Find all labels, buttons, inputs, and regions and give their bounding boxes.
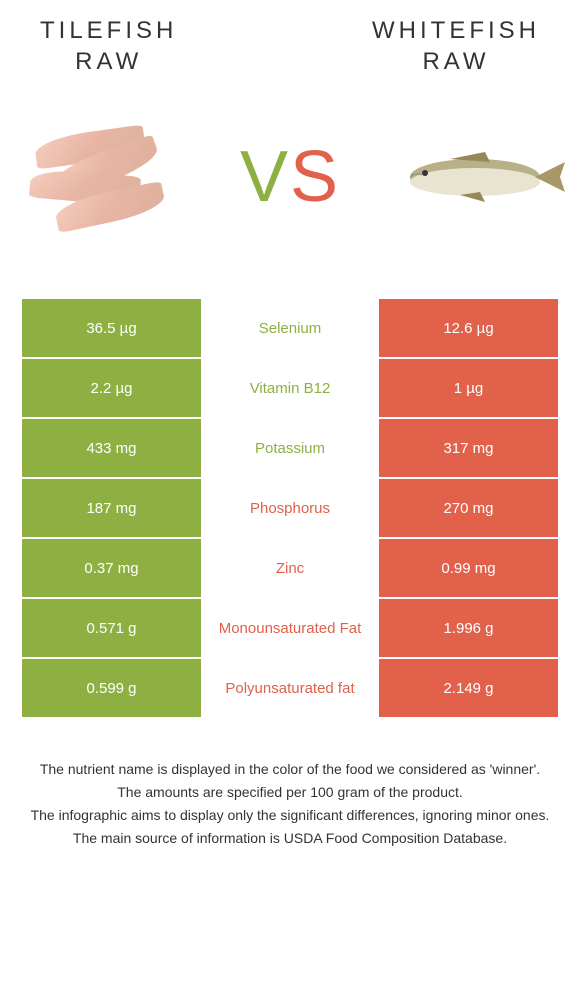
nutrient-table: 36.5 µgSelenium12.6 µg2.2 µgVitamin B121… (22, 297, 558, 719)
table-row: 0.571 gMonounsaturated Fat1.996 g (22, 597, 558, 657)
left-value: 433 mg (22, 419, 201, 477)
footer-line1: The nutrient name is displayed in the co… (20, 759, 560, 780)
table-row: 36.5 µgSelenium12.6 µg (22, 297, 558, 357)
footer-line3: The infographic aims to display only the… (20, 805, 560, 826)
left-value: 0.571 g (22, 599, 201, 657)
left-value: 36.5 µg (22, 299, 201, 357)
right-value: 270 mg (379, 479, 558, 537)
right-value: 2.149 g (379, 659, 558, 717)
vs-row: VS (0, 77, 580, 297)
footer-notes: The nutrient name is displayed in the co… (0, 719, 580, 849)
right-value: 1.996 g (379, 599, 558, 657)
table-row: 0.37 mgZinc0.99 mg (22, 537, 558, 597)
table-row: 2.2 µgVitamin B121 µg (22, 357, 558, 417)
left-title: TILEFISH RAW (40, 15, 177, 77)
vs-v: V (240, 137, 290, 217)
right-title-line2: RAW (372, 46, 540, 77)
footer-line2: The amounts are specified per 100 gram o… (20, 782, 560, 803)
right-title: WHITEFISH RAW (372, 15, 540, 77)
table-row: 187 mgPhosphorus270 mg (22, 477, 558, 537)
left-value: 187 mg (22, 479, 201, 537)
left-value: 2.2 µg (22, 359, 201, 417)
right-value: 0.99 mg (379, 539, 558, 597)
nutrient-label: Monounsaturated Fat (201, 599, 379, 657)
left-value: 0.37 mg (22, 539, 201, 597)
nutrient-label: Zinc (201, 539, 379, 597)
tilefish-image (10, 117, 190, 237)
whitefish-image (390, 117, 570, 237)
nutrient-label: Vitamin B12 (201, 359, 379, 417)
right-value: 1 µg (379, 359, 558, 417)
right-value: 12.6 µg (379, 299, 558, 357)
nutrient-label: Potassium (201, 419, 379, 477)
table-row: 433 mgPotassium317 mg (22, 417, 558, 477)
table-row: 0.599 gPolyunsaturated fat2.149 g (22, 657, 558, 717)
nutrient-label: Selenium (201, 299, 379, 357)
left-title-line1: TILEFISH (40, 15, 177, 46)
left-value: 0.599 g (22, 659, 201, 717)
right-value: 317 mg (379, 419, 558, 477)
vs-s: S (290, 137, 340, 217)
left-title-line2: RAW (40, 46, 177, 77)
header: TILEFISH RAW WHITEFISH RAW (0, 0, 580, 77)
nutrient-label: Phosphorus (201, 479, 379, 537)
vs-label: VS (240, 136, 340, 218)
nutrient-label: Polyunsaturated fat (201, 659, 379, 717)
right-title-line1: WHITEFISH (372, 15, 540, 46)
footer-line4: The main source of information is USDA F… (20, 828, 560, 849)
